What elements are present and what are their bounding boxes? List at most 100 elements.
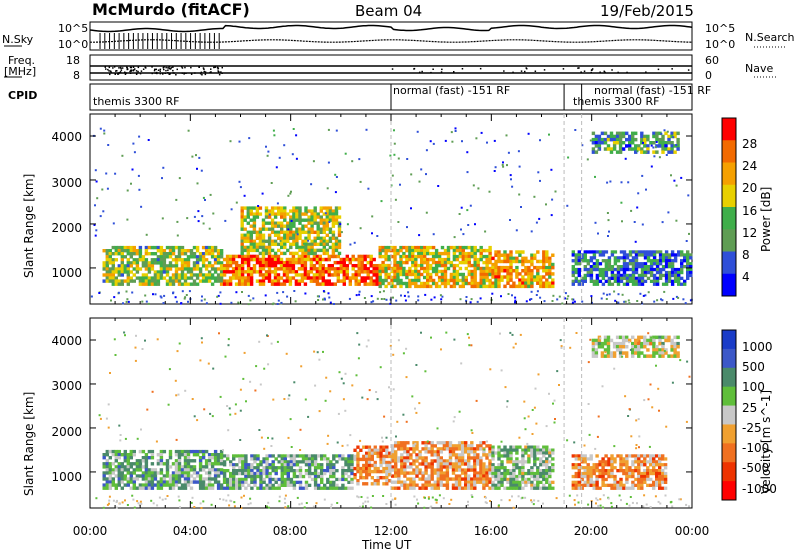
data-cell: [548, 262, 552, 267]
data-cell: [625, 279, 630, 283]
data-cell: [509, 471, 513, 476]
data-cell: [238, 460, 242, 464]
sparse-echo: [402, 413, 405, 416]
data-cell: [491, 281, 495, 285]
data-cell: [265, 474, 269, 479]
data-cell: [677, 279, 681, 283]
data-cell: [129, 261, 133, 265]
data-cell: [406, 486, 410, 490]
data-cell: [577, 457, 581, 461]
data-cell: [171, 282, 176, 286]
data-cell: [273, 273, 278, 277]
data-cell: [616, 279, 621, 283]
data-cell: [506, 457, 510, 461]
data-cell: [315, 257, 320, 262]
data-cell: [506, 471, 510, 476]
data-cell: [120, 273, 124, 277]
data-cell: [370, 448, 374, 452]
data-cell: [198, 483, 203, 487]
sparse-echo: [636, 150, 639, 153]
sparse-echo: [208, 227, 211, 230]
sparse-echo: [371, 232, 373, 235]
data-cell: [646, 265, 651, 269]
freq-dot: [135, 73, 138, 75]
data-cell: [467, 456, 471, 460]
sparse-echo: [306, 211, 309, 214]
sparse-echo: [458, 410, 461, 413]
data-cell: [132, 252, 136, 256]
data-cell: [536, 272, 540, 276]
data-cell: [165, 270, 170, 274]
data-cell: [280, 209, 284, 213]
data-cell: [379, 469, 383, 474]
data-cell: [430, 447, 434, 451]
freq-dot: [139, 72, 142, 75]
sparse-echo: [597, 148, 600, 151]
data-cell: [282, 273, 287, 277]
sparse-echo: [313, 350, 316, 353]
data-cell: [356, 460, 360, 465]
data-cell: [580, 259, 584, 263]
data-cell: [604, 460, 608, 464]
data-cell: [244, 486, 248, 490]
data-cell: [177, 465, 182, 469]
data-cell: [411, 254, 415, 259]
data-cell: [512, 483, 516, 487]
data-cell: [533, 457, 537, 461]
sparse-echo: [527, 415, 530, 418]
data-cell: [156, 486, 161, 490]
data-cell: [430, 459, 434, 463]
data-cell: [273, 264, 278, 268]
sparse-echo: [454, 130, 457, 132]
data-cell: [328, 218, 333, 222]
data-cell: [292, 242, 296, 246]
data-cell: [369, 260, 373, 265]
data-cell: [527, 471, 531, 476]
data-cell: [621, 351, 626, 355]
data-cell: [183, 459, 188, 463]
sparse-echo: [502, 165, 505, 168]
data-cell: [661, 348, 665, 352]
sparse-echo: [533, 195, 536, 198]
sparse-echo: [535, 422, 538, 425]
data-cell: [283, 230, 287, 234]
data-cell: [216, 267, 221, 271]
data-cell: [240, 279, 245, 283]
data-cell: [595, 273, 600, 278]
data-cell: [277, 212, 281, 216]
data-cell: [622, 270, 627, 275]
data-cell: [294, 273, 299, 277]
data-cell: [267, 264, 272, 268]
ground-echo: [602, 292, 605, 295]
data-cell: [658, 466, 662, 470]
data-cell: [458, 284, 463, 289]
data-cell: [415, 471, 419, 475]
data-cell: [375, 267, 379, 271]
data-cell: [323, 483, 327, 487]
freq-dot: [218, 73, 221, 76]
data-cell: [285, 279, 290, 283]
data-cell: [423, 260, 427, 265]
sparse-echo: [494, 166, 497, 169]
data-cell: [280, 245, 284, 250]
data-cell: [433, 483, 437, 487]
data-cell: [120, 282, 124, 286]
freq-dot: [520, 70, 523, 72]
data-cell: [264, 212, 269, 216]
data-cell: [295, 227, 299, 231]
data-cell: [318, 254, 322, 259]
data-cell: [393, 284, 397, 289]
data-cell: [180, 276, 185, 280]
sparse-echo: [123, 331, 126, 334]
sparse-echo: [588, 433, 591, 436]
data-cell: [326, 460, 330, 464]
sparse-echo: [278, 156, 281, 159]
data-cell: [439, 474, 443, 478]
data-cell: [457, 462, 462, 466]
data-cell: [174, 483, 179, 487]
data-cell: [482, 477, 486, 481]
data-cell: [261, 254, 266, 259]
data-cell: [600, 345, 605, 349]
ground-echo: [110, 299, 112, 302]
data-cell: [225, 264, 230, 268]
